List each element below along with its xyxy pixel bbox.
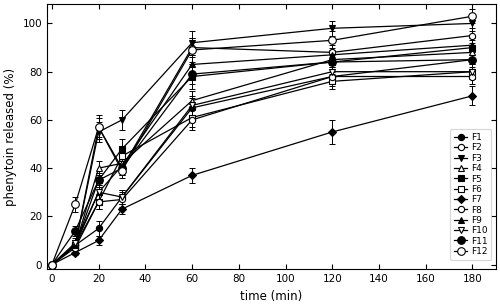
X-axis label: time (min): time (min) — [240, 290, 302, 303]
Y-axis label: phenytoin released (%): phenytoin released (%) — [4, 68, 17, 206]
Legend: F1, F2, F3, F4, F5, F6, F7, F8, F9, F10, F11, F12: F1, F2, F3, F4, F5, F6, F7, F8, F9, F10,… — [450, 130, 492, 260]
